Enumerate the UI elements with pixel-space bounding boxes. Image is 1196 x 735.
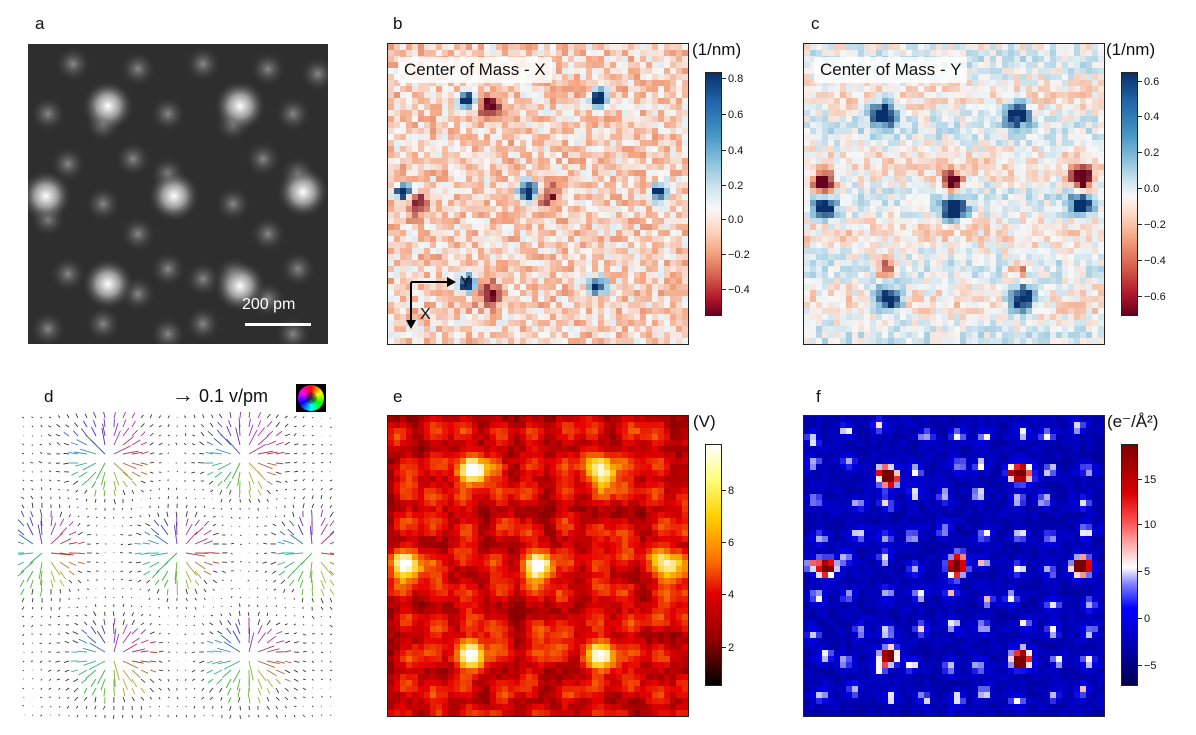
cb-f-tick-1: 10 [1144,519,1157,531]
axes-indicator [406,277,456,329]
panel-f-unit: (e⁻/Å²) [1107,412,1159,431]
panel-b-colorbar: 0.8 0.6 0.4 0.2 0.0 −0.2 −0.4 [705,72,766,316]
panel-a-haadf-image: 200 pm [28,44,328,344]
legend-label: 0.1 v/pm [199,386,269,406]
cb-c-tick-1: 0.4 [1144,111,1160,123]
cb-f-tick-0: 15 [1144,474,1157,486]
panel-b-label: b [393,14,403,33]
cb-b-tick-0: 0.8 [728,73,744,85]
cb-c-tick-2: 0.2 [1144,147,1160,159]
panel-b-com-x-map: Center of Mass - X Y X [387,43,689,345]
panel-c-com-y-map: Center of Mass - Y [803,43,1105,345]
com-x-title: Center of Mass - X [398,57,552,83]
panel-d-label: d [44,387,54,406]
cb-f-tick-3: 0 [1144,613,1151,625]
cb-c-tick-4: −0.2 [1144,219,1166,231]
haadf-svg [28,44,328,344]
panel-b-unit: (1/nm) [692,40,742,59]
panel-c-unit: (1/nm) [1106,40,1156,59]
cb-c-tick-0: 0.6 [1144,76,1160,88]
legend-arrow-icon: → [172,382,194,407]
cb-e-tick-0: 8 [728,485,735,497]
panel-d-legend: → 0.1 v/pm [172,382,268,408]
com-y-title: Center of Mass - Y [814,57,968,83]
cb-c-tick-3: 0.0 [1144,183,1160,195]
cb-f-tick-4: −5 [1144,660,1157,672]
panel-c-colorbar: 0.6 0.4 0.2 0.0 −0.2 −0.4 −0.6 [1121,72,1182,316]
panel-e-label: e [393,387,403,406]
cb-b-tick-5: −0.2 [728,249,750,261]
panel-f-colorbar: 15 10 5 0 −5 [1121,444,1172,686]
panel-c-label: c [811,14,820,33]
cb-e-tick-2: 4 [728,589,735,601]
cb-c-tick-5: −0.4 [1144,255,1166,267]
scale-bar-label: 200 pm [242,296,296,313]
panel-e-colorbar: 8 6 4 2 [705,444,756,686]
panel-e-unit: (V) [693,412,716,431]
cb-e-tick-1: 6 [728,537,735,549]
color-wheel-icon [296,384,326,412]
panel-f-label: f [816,387,821,406]
axis-y-label: Y [460,274,471,291]
panel-d-field-quiver [18,412,334,720]
cb-b-tick-3: 0.2 [728,180,744,192]
cb-c-tick-6: −0.6 [1144,291,1166,303]
cb-b-tick-1: 0.6 [728,109,744,121]
scale-bar [245,323,311,326]
cb-f-tick-2: 5 [1144,566,1151,578]
panel-a-label: a [35,14,45,33]
cb-b-tick-6: −0.4 [728,284,750,296]
cb-b-tick-4: 0.0 [728,214,744,226]
axis-x-label: X [420,306,431,323]
panel-f-charge-density-map [803,415,1105,717]
cb-b-tick-2: 0.4 [728,145,744,157]
panel-e-potential-map [387,415,689,717]
cb-e-tick-3: 2 [728,642,735,654]
